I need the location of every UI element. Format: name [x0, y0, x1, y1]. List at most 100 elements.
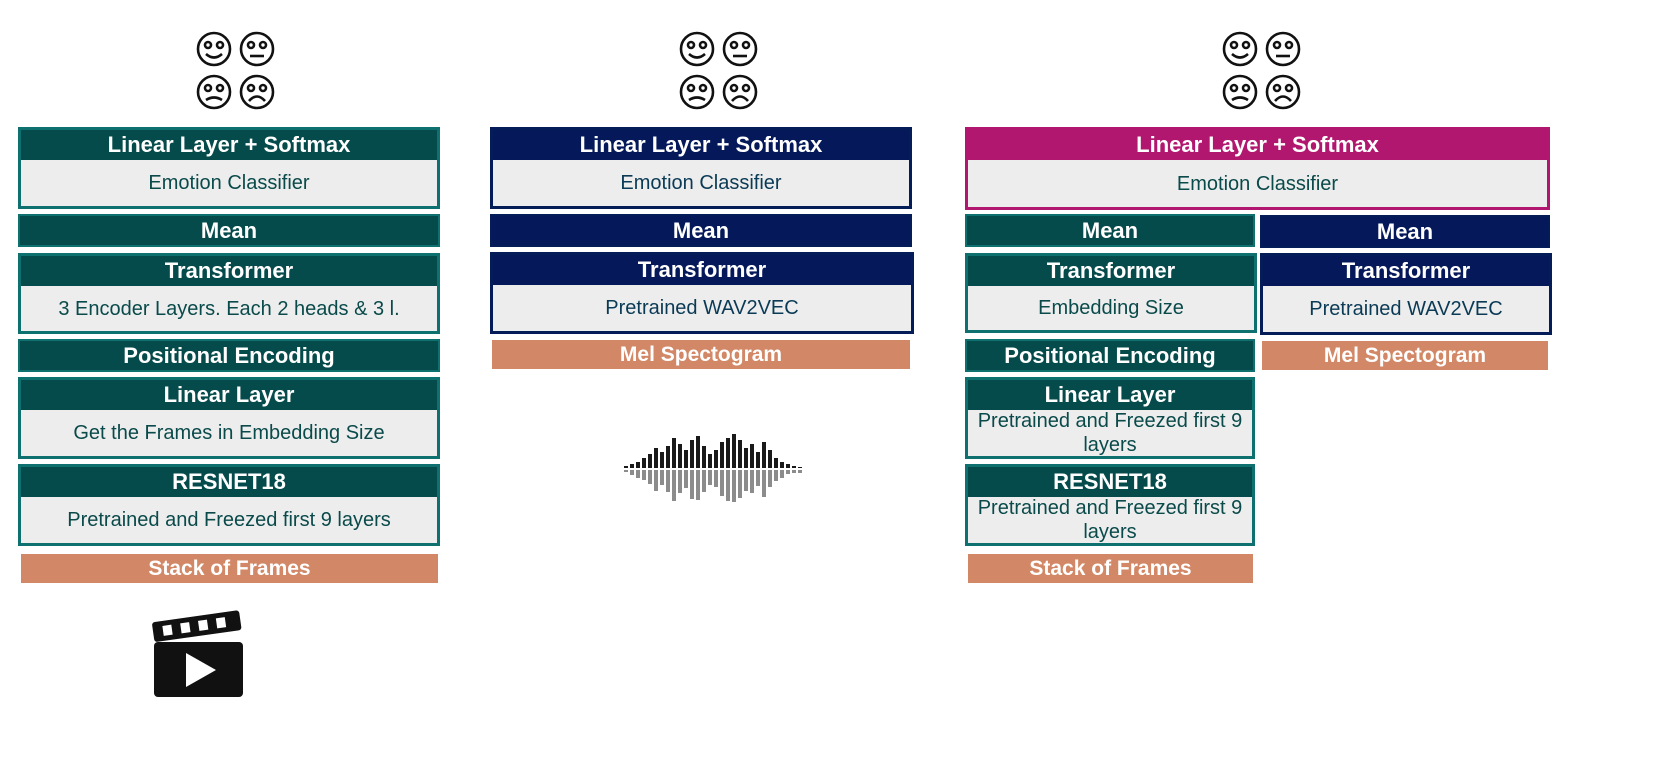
fusion-video-transformer-title: Transformer — [968, 256, 1254, 286]
sound-wave-bar — [738, 440, 742, 468]
fusion-classifier-body: Emotion Classifier — [1176, 172, 1339, 195]
sound-wave-reflection-bar — [738, 470, 742, 498]
sound-wave-reflection-bar — [666, 470, 670, 492]
sound-wave-bar — [798, 467, 802, 468]
sound-wave-reflection-bar — [654, 470, 658, 491]
fusion-video-linear-layer-title: Linear Layer — [968, 380, 1252, 410]
audio-classifier-block: Linear Layer + Softmax Emotion Classifie… — [490, 127, 912, 209]
video-linear-layer-block: Linear Layer Get the Frames in Embedding… — [18, 377, 440, 459]
sound-wave-bar — [642, 458, 646, 468]
video-transformer-title: Transformer — [21, 256, 437, 286]
sound-wave-bar — [708, 454, 712, 468]
fusion-video-transformer-body: Embedding Size — [1038, 297, 1184, 319]
sound-wave-reflection-bar — [726, 470, 730, 501]
sound-wave-reflection-bar — [780, 470, 784, 478]
sound-wave-reflection-bar — [684, 470, 688, 488]
sound-wave-reflection-bar — [714, 470, 718, 487]
audio-transformer-body: Pretrained WAV2VEC — [605, 297, 799, 319]
video-classifier-title: Linear Layer + Softmax — [21, 130, 437, 160]
sound-wave-reflection-bar — [678, 470, 682, 493]
sound-wave-reflection-bar — [672, 470, 676, 501]
fusion-audio-input-block: Mel Spectogram — [1262, 341, 1548, 370]
audio-mean-block: Mean — [490, 214, 912, 247]
sound-wave-reflection-bar — [786, 470, 790, 474]
sound-wave-reflection-bar — [756, 470, 760, 486]
sound-wave-bar — [774, 458, 778, 468]
sound-wave-bar — [720, 442, 724, 468]
sound-wave-bar — [690, 440, 694, 468]
video-linear-layer-body: Get the Frames in Embedding Size — [73, 422, 385, 444]
sound-wave-reflection-bar — [750, 470, 754, 493]
fusion-audio-mean-block: Mean — [1260, 215, 1550, 248]
sound-wave-bar — [768, 450, 772, 468]
video-transformer-body: 3 Encoder Layers. Each 2 heads & 3 l. — [58, 297, 400, 320]
sound-wave-bar — [636, 462, 640, 468]
sound-wave-reflection-bar — [732, 470, 736, 502]
sound-wave-bar — [684, 450, 688, 468]
sound-wave-reflection-bar — [660, 470, 664, 485]
audio-classifier-body: Emotion Classifier — [620, 172, 782, 194]
sound-wave-bar — [762, 442, 766, 468]
sound-wave-bar — [714, 450, 718, 468]
sound-wave-reflection-bar — [798, 470, 802, 473]
video-resnet-block: RESNET18 Pretrained and Freezed first 9 … — [18, 464, 440, 546]
video-mean-block: Mean — [18, 214, 440, 247]
sound-wave-reflection-bar — [636, 470, 640, 478]
fusion-video-mean-block: Mean — [965, 214, 1255, 247]
sound-wave-bar — [726, 438, 730, 468]
video-positional-encoding-block: Positional Encoding — [18, 339, 440, 372]
emotion-faces-icon — [196, 31, 275, 110]
sound-wave-icon — [624, 434, 802, 502]
sound-wave-reflection-bar — [690, 470, 694, 499]
fusion-audio-transformer-title: Transformer — [1263, 256, 1549, 286]
sound-wave-reflection-bar — [792, 470, 796, 473]
sound-wave-bar — [660, 452, 664, 468]
video-resnet-title: RESNET18 — [21, 467, 437, 497]
sound-wave-bar — [744, 448, 748, 468]
sound-wave-reflection-bar — [762, 470, 766, 497]
sound-wave-reflection-bar — [720, 470, 724, 496]
sound-wave-bar — [648, 454, 652, 468]
sound-wave-bar — [780, 462, 784, 468]
audio-transformer-title: Transformer — [493, 255, 911, 285]
video-transformer-block: Transformer 3 Encoder Layers. Each 2 hea… — [18, 253, 440, 334]
fusion-video-resnet-block: RESNET18 Pretrained and Freezed first 9 … — [965, 464, 1255, 546]
sound-wave-reflection-bar — [648, 470, 652, 484]
sound-wave-bar — [786, 464, 790, 468]
sound-wave-bar — [732, 434, 736, 468]
video-resnet-body: Pretrained and Freezed first 9 layers — [67, 509, 391, 531]
fusion-classifier-block: Linear Layer + Softmax Emotion Classifie… — [965, 127, 1550, 210]
sound-wave-bar — [672, 438, 676, 468]
audio-classifier-title: Linear Layer + Softmax — [493, 130, 909, 160]
sound-wave-bar — [624, 466, 628, 468]
sound-wave-bar — [678, 444, 682, 468]
fusion-video-linear-layer-body: Pretrained and Freezed first 9 layers — [977, 410, 1243, 456]
sound-wave-bar — [666, 446, 670, 468]
fusion-audio-transformer-body: Pretrained WAV2VEC — [1309, 298, 1503, 320]
clapperboard-icon — [152, 610, 243, 697]
audio-transformer-block: Transformer Pretrained WAV2VEC — [490, 252, 914, 334]
emotion-faces-icon — [679, 31, 758, 110]
fusion-audio-transformer-block: Transformer Pretrained WAV2VEC — [1260, 253, 1552, 335]
video-input-block: Stack of Frames — [21, 554, 438, 583]
fusion-classifier-title: Linear Layer + Softmax — [968, 130, 1547, 160]
sound-wave-reflection-bar — [768, 470, 772, 487]
sound-wave-bar — [750, 444, 754, 468]
video-classifier-block: Linear Layer + Softmax Emotion Classifie… — [18, 127, 440, 209]
fusion-video-resnet-title: RESNET18 — [968, 467, 1252, 497]
sound-wave-bar — [654, 448, 658, 468]
emotion-faces-icon — [1222, 31, 1301, 110]
audio-input-block: Mel Spectogram — [492, 340, 910, 369]
sound-wave-bar — [702, 446, 706, 468]
sound-wave-reflection-bar — [630, 470, 634, 475]
fusion-video-input-block: Stack of Frames — [968, 554, 1253, 583]
fusion-video-transformer-block: Transformer Embedding Size — [965, 253, 1257, 333]
sound-wave-reflection-bar — [642, 470, 646, 480]
sound-wave-reflection-bar — [744, 470, 748, 491]
video-classifier-body: Emotion Classifier — [148, 172, 310, 194]
video-linear-layer-title: Linear Layer — [21, 380, 437, 410]
sound-wave-reflection-bar — [696, 470, 700, 500]
sound-wave-reflection-bar — [774, 470, 778, 481]
sound-wave-reflection-bar — [624, 470, 628, 472]
sound-wave-bar — [696, 436, 700, 468]
